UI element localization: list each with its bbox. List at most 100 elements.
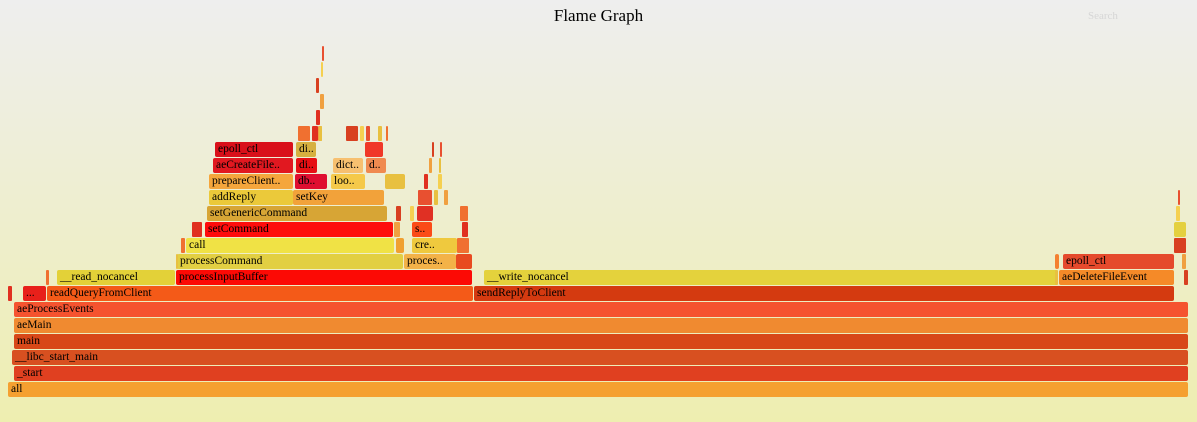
search-button[interactable]: Search bbox=[1088, 10, 1118, 22]
flame-frame[interactable]: cre.. bbox=[412, 238, 457, 253]
flame-frame[interactable]: sendReplyToClient bbox=[474, 286, 1174, 301]
flame-frame-sliver[interactable] bbox=[1055, 270, 1058, 285]
flame-frame-sliver[interactable] bbox=[46, 270, 49, 285]
flame-frame[interactable]: main bbox=[14, 334, 1188, 349]
flame-frame[interactable]: call bbox=[186, 238, 394, 253]
frame-label: cre.. bbox=[415, 239, 435, 251]
frame-label: aeDeleteFileEvent bbox=[1062, 271, 1147, 283]
flame-frame[interactable]: _start bbox=[14, 366, 1188, 381]
flame-frame[interactable]: dict.. bbox=[333, 158, 363, 173]
flame-frame[interactable]: di.. bbox=[296, 142, 316, 157]
flame-frame[interactable]: epoll_ctl bbox=[215, 142, 293, 157]
frame-label: s.. bbox=[415, 223, 426, 235]
flame-frame-sliver[interactable] bbox=[321, 62, 323, 77]
flame-frame[interactable] bbox=[1174, 222, 1186, 237]
flame-frame[interactable] bbox=[417, 206, 433, 221]
flame-frame-sliver[interactable] bbox=[312, 126, 318, 141]
flame-frame-sliver[interactable] bbox=[176, 254, 178, 269]
flame-frame[interactable] bbox=[456, 254, 472, 269]
flame-frame-sliver[interactable] bbox=[439, 158, 441, 173]
flame-frame[interactable]: setCommand bbox=[205, 222, 393, 237]
frame-label: epoll_ctl bbox=[1066, 255, 1107, 267]
flame-frame[interactable]: setKey bbox=[293, 190, 384, 205]
flame-frame[interactable]: db.. bbox=[295, 174, 327, 189]
flame-frame-sliver[interactable] bbox=[322, 46, 324, 61]
flame-frame[interactable]: processInputBuffer bbox=[176, 270, 472, 285]
flame-frame-sliver[interactable] bbox=[432, 142, 434, 157]
flame-frame-sliver[interactable] bbox=[181, 238, 185, 253]
flame-frame-sliver[interactable] bbox=[462, 222, 468, 237]
flame-frame[interactable]: processCommand bbox=[177, 254, 403, 269]
frame-label: __read_nocancel bbox=[60, 271, 138, 283]
flame-frame[interactable]: __read_nocancel bbox=[57, 270, 175, 285]
flame-frame[interactable]: __libc_start_main bbox=[12, 350, 1188, 365]
flame-frame-sliver[interactable] bbox=[434, 190, 438, 205]
flame-frame-sliver[interactable] bbox=[424, 174, 428, 189]
frame-label: setCommand bbox=[208, 223, 269, 235]
frame-label: addReply bbox=[212, 191, 257, 203]
flame-frame[interactable]: prepareClient.. bbox=[209, 174, 293, 189]
frame-label: d.. bbox=[369, 159, 381, 171]
flame-frame-sliver[interactable] bbox=[457, 238, 469, 253]
flame-frame-sliver[interactable] bbox=[394, 222, 400, 237]
flame-frame[interactable]: aeDeleteFileEvent bbox=[1059, 270, 1174, 285]
flame-frame-sliver[interactable] bbox=[429, 158, 432, 173]
flame-frame-sliver[interactable] bbox=[1182, 254, 1186, 269]
frame-label: _start bbox=[17, 367, 43, 379]
frame-label: db.. bbox=[298, 175, 316, 187]
frame-label: aeProcessEvents bbox=[17, 303, 94, 315]
flame-frame[interactable]: di.. bbox=[296, 158, 317, 173]
frame-label: aeCreateFile.. bbox=[216, 159, 280, 171]
flame-frame[interactable]: loo.. bbox=[331, 174, 365, 189]
flame-frame-sliver[interactable] bbox=[396, 206, 401, 221]
flame-frame-sliver[interactable] bbox=[1184, 270, 1188, 285]
flame-frame-sliver[interactable] bbox=[386, 126, 388, 141]
flame-frame-sliver[interactable] bbox=[319, 126, 322, 141]
flame-frame[interactable]: ... bbox=[23, 286, 46, 301]
frame-label: dict.. bbox=[336, 159, 359, 171]
flame-frame-sliver[interactable] bbox=[316, 110, 320, 125]
flame-frame[interactable] bbox=[396, 238, 404, 253]
flame-frame-sliver[interactable] bbox=[438, 174, 442, 189]
flame-frame-sliver[interactable] bbox=[1174, 238, 1186, 253]
frame-label: call bbox=[189, 239, 206, 251]
flame-frame-sliver[interactable] bbox=[8, 286, 12, 301]
flame-frame[interactable]: aeMain bbox=[14, 318, 1188, 333]
flame-frame-sliver[interactable] bbox=[360, 126, 364, 141]
flame-frame[interactable]: readQueryFromClient bbox=[47, 286, 473, 301]
flame-frame-sliver[interactable] bbox=[418, 190, 432, 205]
flame-frame-sliver[interactable] bbox=[1178, 190, 1180, 205]
flame-frame-sliver[interactable] bbox=[460, 206, 468, 221]
flame-frame[interactable]: s.. bbox=[412, 222, 432, 237]
flame-frame-sliver[interactable] bbox=[410, 206, 414, 221]
flame-frame[interactable] bbox=[385, 174, 405, 189]
flame-frame[interactable]: setGenericCommand bbox=[207, 206, 387, 221]
frame-label: setKey bbox=[296, 191, 328, 203]
frame-label: prepareClient.. bbox=[212, 175, 281, 187]
flame-frame[interactable]: aeCreateFile.. bbox=[213, 158, 293, 173]
frame-label: di.. bbox=[299, 143, 314, 155]
flame-frame-sliver[interactable] bbox=[346, 126, 358, 141]
frame-label: processCommand bbox=[180, 255, 263, 267]
flame-frame[interactable]: all bbox=[8, 382, 1188, 397]
flame-frame-sliver[interactable] bbox=[378, 126, 382, 141]
flame-frame[interactable]: __write_nocancel bbox=[484, 270, 1058, 285]
flame-frame[interactable] bbox=[365, 142, 383, 157]
flame-frame[interactable]: proces.. bbox=[404, 254, 456, 269]
flame-frame-sliver[interactable] bbox=[320, 94, 324, 109]
flame-frame[interactable]: addReply bbox=[209, 190, 293, 205]
flame-frame-sliver[interactable] bbox=[1176, 206, 1180, 221]
flame-frame[interactable] bbox=[1055, 254, 1059, 269]
flame-frame-sliver[interactable] bbox=[192, 222, 202, 237]
flame-frame-sliver[interactable] bbox=[440, 142, 442, 157]
frame-label: proces.. bbox=[407, 255, 443, 267]
flame-frame-sliver[interactable] bbox=[298, 126, 310, 141]
flame-frame[interactable]: d.. bbox=[366, 158, 386, 173]
flame-frame[interactable]: aeProcessEvents bbox=[14, 302, 1188, 317]
flame-frame-sliver[interactable] bbox=[316, 78, 319, 93]
frame-label: ... bbox=[26, 287, 35, 299]
flame-frame-sliver[interactable] bbox=[444, 190, 448, 205]
flame-frame-sliver[interactable] bbox=[366, 126, 370, 141]
flame-frame[interactable]: epoll_ctl bbox=[1063, 254, 1174, 269]
